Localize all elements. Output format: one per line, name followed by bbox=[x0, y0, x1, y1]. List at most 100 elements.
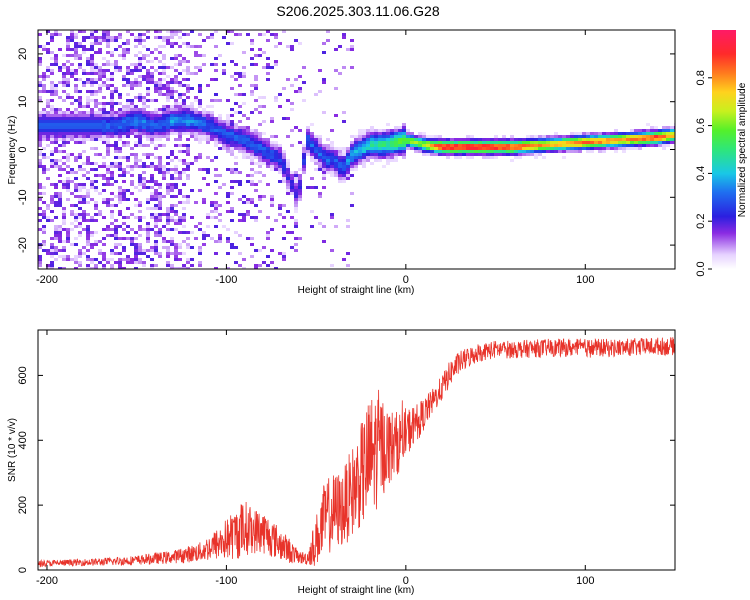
spectrogram-cell bbox=[198, 228, 202, 231]
spectrogram-cell bbox=[510, 153, 514, 156]
spectrogram-cell bbox=[174, 195, 178, 198]
spectrogram-cell bbox=[46, 207, 50, 210]
spectrogram-cell bbox=[234, 135, 238, 138]
spectrogram-cell bbox=[634, 132, 638, 135]
spectrogram-cell bbox=[110, 210, 114, 213]
spectrogram-cell bbox=[150, 177, 154, 180]
spectrogram-cell bbox=[118, 261, 122, 264]
spectrogram-cell bbox=[442, 138, 446, 141]
spectrogram-cell bbox=[338, 72, 342, 75]
spectrogram-cell bbox=[174, 210, 178, 213]
spectrogram-cell bbox=[158, 156, 162, 159]
spectrogram-cell bbox=[170, 93, 174, 96]
spectrogram-cell bbox=[290, 189, 294, 192]
spectrogram-cell bbox=[298, 42, 302, 45]
spectrogram-cell bbox=[82, 123, 86, 126]
spectrogram-cell bbox=[270, 135, 274, 138]
spectrogram-cell bbox=[74, 48, 78, 51]
spectrogram-cell bbox=[242, 72, 246, 75]
spectrogram-cell bbox=[398, 153, 402, 156]
spectrogram-cell bbox=[222, 135, 226, 138]
spectrogram-cell bbox=[174, 114, 178, 117]
spectrogram-cell bbox=[238, 138, 242, 141]
spectrogram-cell bbox=[74, 87, 78, 90]
spectrogram-cell bbox=[54, 165, 58, 168]
spectrogram-cell bbox=[654, 138, 658, 141]
spectrogram-cell bbox=[126, 189, 130, 192]
spectrogram-cell bbox=[146, 123, 150, 126]
spectrogram-cell bbox=[62, 81, 66, 84]
spectrogram-cell bbox=[270, 156, 274, 159]
spectrogram-cell bbox=[90, 261, 94, 264]
spectrogram-cell bbox=[262, 33, 266, 36]
spectrogram-cell bbox=[290, 216, 294, 219]
spectrogram-cell bbox=[338, 177, 342, 180]
spectrogram-cell bbox=[178, 258, 182, 261]
spectrogram-cell bbox=[270, 159, 274, 162]
spectrogram-cell bbox=[126, 102, 130, 105]
spectrogram-cell bbox=[110, 135, 114, 138]
spectrogram-cell bbox=[386, 144, 390, 147]
spectrogram-cell bbox=[462, 144, 466, 147]
spectrogram-cell bbox=[146, 75, 150, 78]
spectrogram-cell bbox=[38, 129, 42, 132]
spectrogram-cell bbox=[118, 114, 122, 117]
spectrogram-cell bbox=[290, 231, 294, 234]
spectrogram-cell bbox=[66, 231, 70, 234]
spectrogram-cell bbox=[226, 195, 230, 198]
spectrogram-cell bbox=[170, 177, 174, 180]
spectrogram-cell bbox=[146, 60, 150, 63]
spectrogram-cell bbox=[486, 141, 490, 144]
spectrogram-cell bbox=[50, 162, 54, 165]
spectrogram-cell bbox=[150, 75, 154, 78]
spectrogram-cell bbox=[66, 42, 70, 45]
spectrogram-cell bbox=[86, 135, 90, 138]
spectrogram-cell bbox=[510, 135, 514, 138]
spectrogram-cell bbox=[146, 180, 150, 183]
spectrogram-cell bbox=[362, 144, 366, 147]
spectrogram-cell bbox=[162, 45, 166, 48]
spectrogram-cell bbox=[574, 132, 578, 135]
spectrogram-cell bbox=[38, 228, 42, 231]
spectrogram-cell bbox=[394, 126, 398, 129]
spectrogram-cell bbox=[150, 141, 154, 144]
spectrogram-cell bbox=[174, 123, 178, 126]
spectrogram-cell bbox=[666, 135, 670, 138]
spectrogram-cell bbox=[182, 78, 186, 81]
spectrogram-cell bbox=[166, 210, 170, 213]
spectrogram-cell bbox=[114, 243, 118, 246]
spectrogram-cell bbox=[374, 141, 378, 144]
spectrogram-cell bbox=[598, 132, 602, 135]
spectrogram-cell bbox=[238, 141, 242, 144]
spectrogram-cell bbox=[166, 108, 170, 111]
spectrogram-cell bbox=[218, 174, 222, 177]
spectrogram-cell bbox=[266, 156, 270, 159]
y-tick-label: -20 bbox=[17, 237, 29, 253]
spectrogram-cell bbox=[86, 189, 90, 192]
spectrogram-cell bbox=[158, 93, 162, 96]
spectrogram-cell bbox=[94, 153, 98, 156]
spectrogram-cell bbox=[106, 42, 110, 45]
spectrogram-cell bbox=[526, 147, 530, 150]
spectrogram-cell bbox=[214, 99, 218, 102]
spectrogram-cell bbox=[54, 201, 58, 204]
spectrogram-cell bbox=[126, 231, 130, 234]
spectrogram-cell bbox=[134, 132, 138, 135]
spectrogram-cell bbox=[138, 204, 142, 207]
spectrogram-cell bbox=[166, 99, 170, 102]
spectrogram-cell bbox=[478, 147, 482, 150]
spectrogram-cell bbox=[66, 126, 70, 129]
spectrogram-cell bbox=[578, 141, 582, 144]
spectrogram-cell bbox=[274, 159, 278, 162]
spectrogram-cell bbox=[82, 117, 86, 120]
spectrogram-cell bbox=[350, 204, 354, 207]
spectrogram-cell bbox=[290, 246, 294, 249]
spectrogram-cell bbox=[630, 147, 634, 150]
spectrogram-cell bbox=[98, 42, 102, 45]
spectrogram-cell bbox=[238, 183, 242, 186]
spectrogram-cell bbox=[134, 78, 138, 81]
spectrogram-cell bbox=[106, 33, 110, 36]
spectrogram-cell bbox=[298, 189, 302, 192]
spectrogram-cell bbox=[434, 147, 438, 150]
spectrogram-cell bbox=[70, 126, 74, 129]
